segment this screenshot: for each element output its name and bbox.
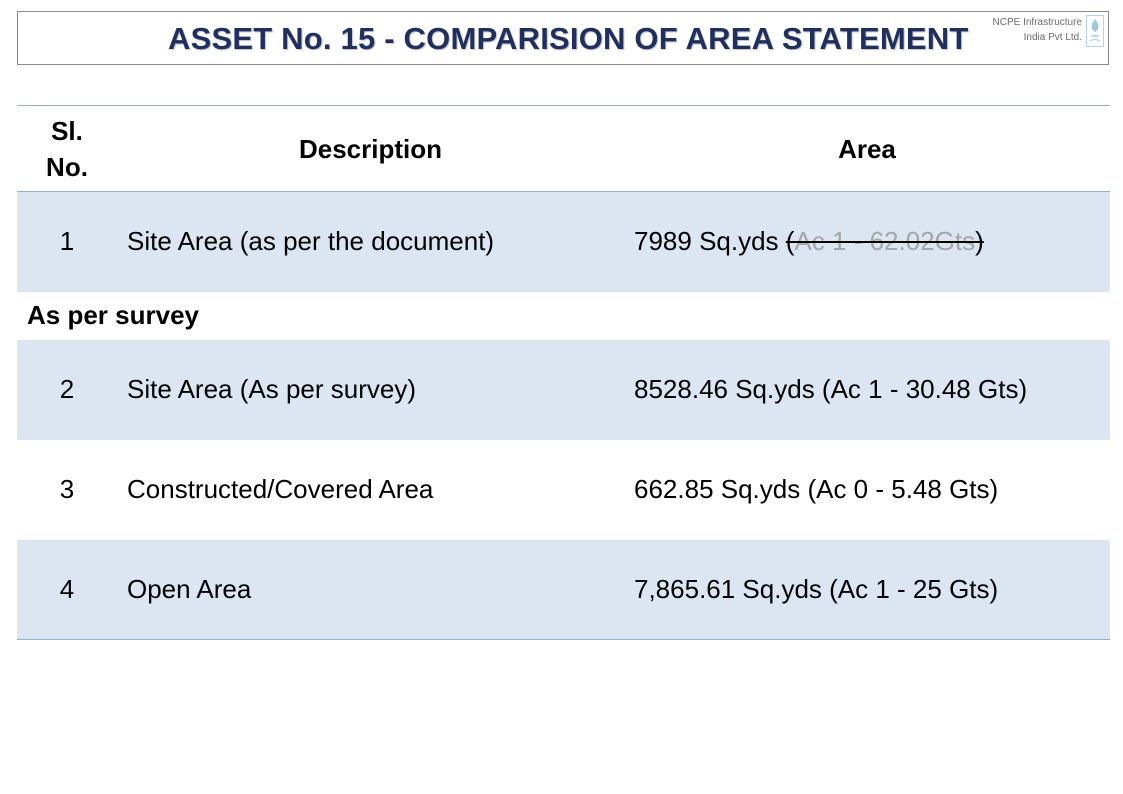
struck-acreage-value: Ac 1 - 62.02Gts [794,226,975,256]
row-number: 1 [17,192,117,292]
row-number: 4 [17,540,117,640]
table-row: 4 Open Area 7,865.61 Sq.yds (Ac 1 - 25 G… [17,540,1110,640]
row-description: Open Area [117,540,624,640]
area-comparison-table: Sl. No. Description Area 1 Site Area (as … [17,105,1110,640]
table-header-row: Sl. No. Description Area [17,106,1110,192]
column-header-area: Area [624,106,1110,192]
row-area: 7,865.61 Sq.yds (Ac 1 - 25 Gts) [624,540,1110,640]
title-banner: ASSET No. 15 - COMPARISION OF AREA STATE… [17,11,1109,65]
row-number: 3 [17,440,117,540]
company-name-line1: NCPE Infrastructure [993,15,1082,30]
row-description: Constructed/Covered Area [117,440,624,540]
column-header-description: Description [117,106,624,192]
struck-close-paren: ) [975,226,984,256]
column-header-sl-no: Sl. No. [17,106,117,192]
row-description: Site Area (As per survey) [117,340,624,440]
table-row: 2 Site Area (As per survey) 8528.46 Sq.y… [17,340,1110,440]
ncpe-logo-icon [1086,15,1104,47]
row-number: 2 [17,340,117,440]
area-value: 7989 Sq.yds [634,226,786,256]
row-description: Site Area (as per the document) [117,192,624,292]
row-area: 8528.46 Sq.yds (Ac 1 - 30.48 Gts) [624,340,1110,440]
struck-acreage: (Ac 1 - 62.02Gts) [786,226,984,256]
table-row: 1 Site Area (as per the document) 7989 S… [17,192,1110,292]
row-area: 662.85 Sq.yds (Ac 0 - 5.48 Gts) [624,440,1110,540]
company-name: NCPE Infrastructure India Pvt Ltd. [993,15,1086,45]
company-logo: NCPE Infrastructure India Pvt Ltd. [993,15,1104,47]
company-name-line2: India Pvt Ltd. [993,30,1082,45]
table-row: 3 Constructed/Covered Area 662.85 Sq.yds… [17,440,1110,540]
row-area: 7989 Sq.yds (Ac 1 - 62.02Gts) [624,192,1110,292]
page-title: ASSET No. 15 - COMPARISION OF AREA STATE… [168,21,968,57]
section-row: As per survey [17,292,1110,340]
section-label-survey: As per survey [17,292,1110,340]
